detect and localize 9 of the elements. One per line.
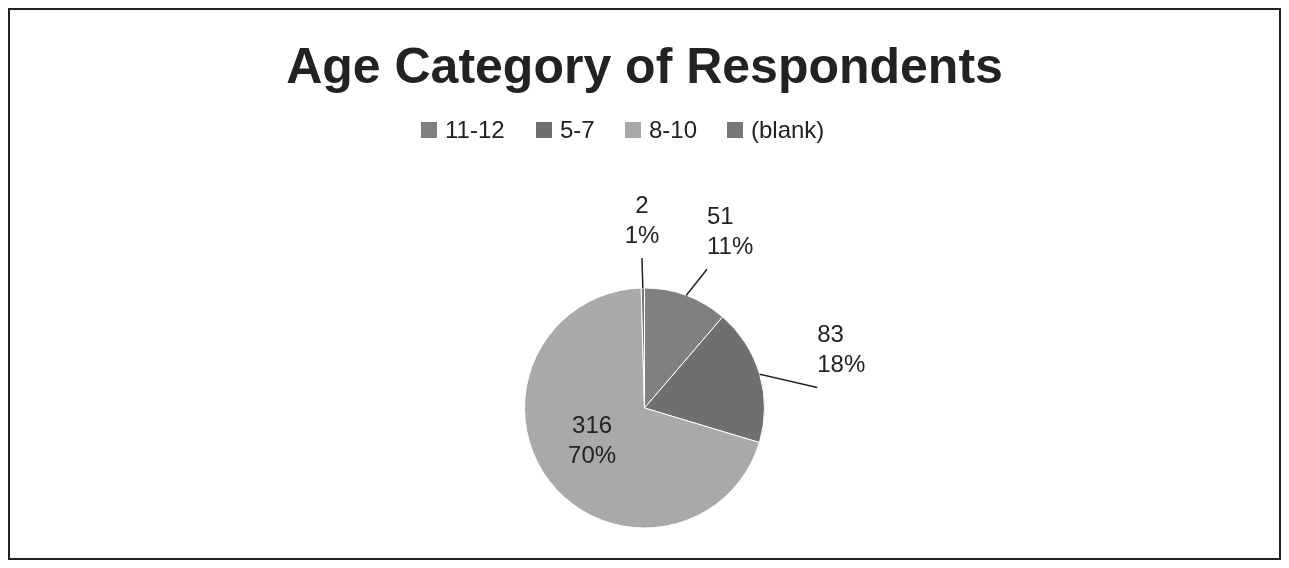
data-label: 316 70%: [568, 411, 617, 469]
legend-label: (blank): [751, 116, 825, 143]
legend-label: 8-10: [649, 116, 698, 143]
data-label: 51 11%: [706, 202, 754, 260]
legend-label: 5-7: [560, 116, 595, 143]
data-label: 2 1%: [624, 191, 660, 249]
data-label: 83 18%: [817, 320, 866, 378]
chart-title: Age Category of Respondents: [286, 38, 1003, 94]
legend-label: 11-12: [445, 116, 505, 143]
